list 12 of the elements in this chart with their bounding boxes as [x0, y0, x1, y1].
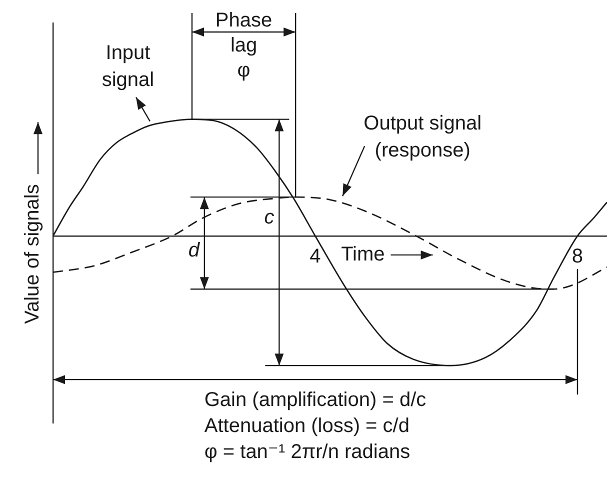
text: Attenuation (loss) = c/d: [204, 415, 410, 438]
x-tick-label: 4: [310, 245, 321, 268]
text: Phase lag φ: [215, 10, 272, 82]
series-label: Input signal: [102, 42, 154, 91]
x-axis-title: Time: [341, 243, 385, 266]
x-tick-label: 8: [572, 245, 584, 268]
text: Gain (amplification) = d/c: [204, 389, 426, 412]
ref-line-label: c: [264, 206, 274, 229]
text: Output signal (response): [364, 112, 482, 162]
ref-line-label: d: [188, 240, 200, 262]
y-axis-title: Value of signals: [22, 184, 44, 324]
text: φ = tan⁻¹ 2πr/n radians: [204, 441, 410, 464]
